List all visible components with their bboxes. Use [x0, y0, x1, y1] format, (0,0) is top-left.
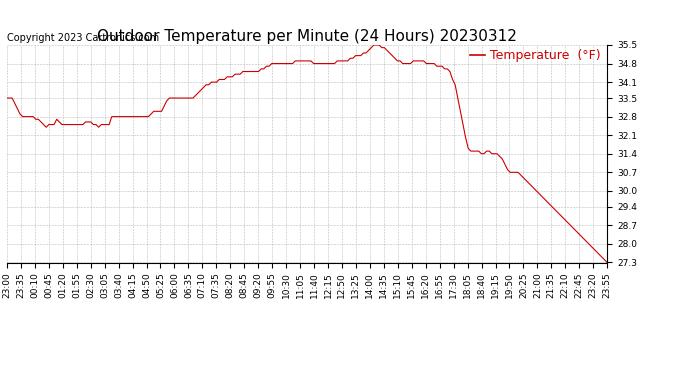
Legend: Temperature  (°F): Temperature (°F) [471, 49, 601, 62]
Text: Copyright 2023 Cartronics.com: Copyright 2023 Cartronics.com [7, 33, 159, 43]
Title: Outdoor Temperature per Minute (24 Hours) 20230312: Outdoor Temperature per Minute (24 Hours… [97, 29, 517, 44]
